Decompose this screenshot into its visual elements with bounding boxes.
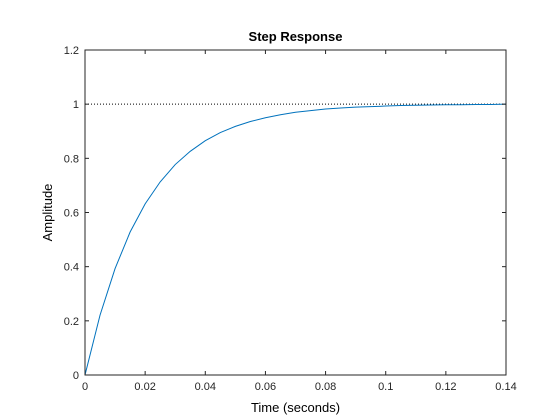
- x-tick-label: 0.06: [255, 381, 276, 393]
- y-tick-label: 0: [73, 370, 79, 382]
- x-axis-label: Time (seconds): [251, 400, 340, 415]
- series-layer: [84, 103, 507, 376]
- y-axis-label: Amplitude: [40, 184, 55, 242]
- x-tick-label: 0.04: [195, 381, 216, 393]
- y-tick-label: 0.8: [64, 153, 79, 165]
- step-response-line: [84, 103, 507, 376]
- y-tick-label: 0.2: [64, 316, 79, 328]
- y-tick-label: 0.6: [64, 208, 79, 220]
- x-tick-label: 0: [82, 381, 88, 393]
- tick-labels-layer: 0 0.02 0.04 0.06 0.08 0.1 0.12 0.14 0 0.2 0.4 0.6 0.…: [64, 45, 517, 393]
- x-tick-label: 0.02: [134, 381, 155, 393]
- x-tick-label: 0.12: [435, 381, 456, 393]
- x-tick-label: 0.08: [315, 381, 336, 393]
- y-tick-label: 1: [73, 99, 79, 111]
- y-tick-label: 1.2: [64, 45, 79, 57]
- x-tick-label: 0.14: [495, 381, 516, 393]
- chart-title: Step Response: [249, 29, 343, 44]
- ticks-layer: [84, 49, 507, 376]
- x-tick-label: 0.1: [378, 381, 393, 393]
- y-tick-label: 0.4: [64, 262, 79, 274]
- plot-area: [85, 50, 506, 375]
